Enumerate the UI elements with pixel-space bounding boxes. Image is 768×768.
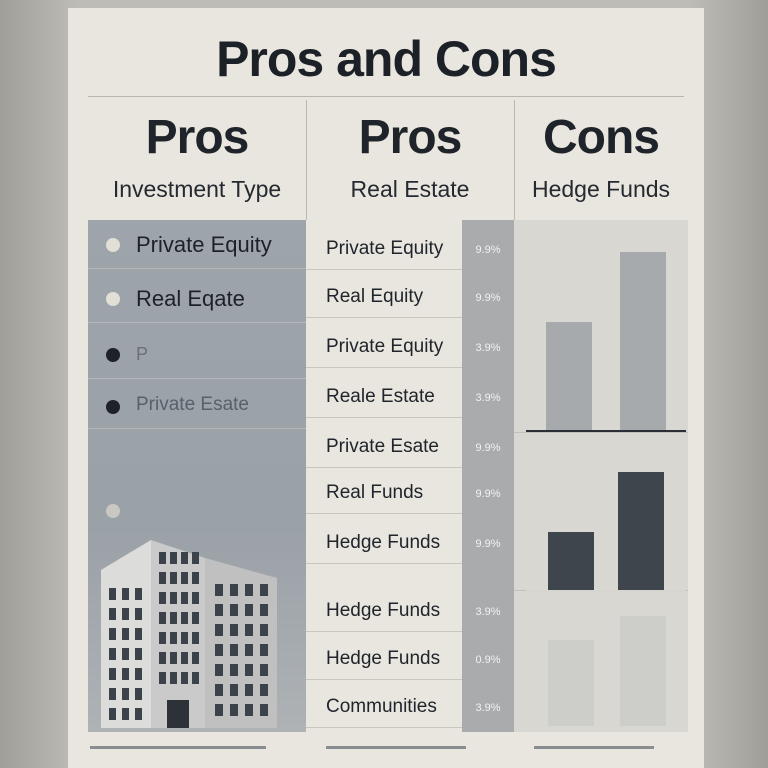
table-row [306, 318, 462, 368]
row-label: Private Equity [326, 336, 444, 357]
footer-rule [534, 746, 654, 749]
page-title: Pros and Cons [216, 31, 557, 87]
row-label: Communities [326, 696, 437, 717]
list-item-label: Real Eqate [136, 286, 245, 311]
footer-rule [90, 746, 266, 749]
column-subheading: Real Estate [350, 176, 470, 202]
list-item-label: Private Esate [136, 394, 249, 415]
table-row [306, 630, 462, 680]
row-label: Hedge Funds [326, 532, 441, 553]
percentage-value: 9.9% [475, 292, 501, 304]
column-subheading: Hedge Funds [531, 176, 671, 202]
percentage-column [462, 220, 514, 732]
column-header-real-estate: Pros Real Estate [306, 108, 514, 203]
table-row [306, 678, 462, 728]
table-row [306, 268, 462, 318]
row-label: Hedge Funds [326, 600, 441, 621]
column-divider [306, 100, 307, 220]
percentage-value: 3.9% [475, 606, 501, 618]
row-label: Hedge Funds [326, 648, 441, 669]
table-row [306, 582, 462, 632]
chart-baseline [526, 590, 686, 592]
column-divider [514, 100, 515, 220]
bullet-dot [106, 238, 120, 252]
chart-bar [548, 640, 594, 726]
percentage-value: 9.9% [475, 244, 501, 256]
percentage-value: 0.9% [475, 654, 501, 666]
row-label: Private Equity [326, 238, 444, 259]
chart-bar [618, 472, 664, 590]
list-item: Real Eqate [88, 274, 306, 323]
column-heading: Pros [145, 111, 250, 164]
chart-baseline [526, 430, 686, 432]
percentage-value: 9.9% [475, 442, 501, 454]
bullet-dot [106, 348, 120, 362]
column-header-hedge-funds: Cons Hedge Funds [514, 108, 688, 203]
percentage-value: 3.9% [475, 702, 501, 714]
list-item-label: Private Equity [136, 232, 272, 257]
title-divider [88, 96, 684, 97]
bullet-dot [106, 400, 120, 414]
list-item: Private Esate [88, 380, 306, 429]
percentage-value: 3.9% [475, 392, 501, 404]
row-label: Private Esate [326, 436, 439, 457]
table-row [306, 464, 462, 514]
row-label: Real Funds [326, 482, 424, 503]
infographic-poster: Pros and Cons Pros Investment Type Pros … [68, 8, 704, 768]
row-label: Reale Estate [326, 386, 435, 407]
footer-rule [326, 746, 466, 749]
list-item: P [88, 330, 306, 379]
chart-bar [620, 616, 666, 726]
table-row [306, 514, 462, 564]
column-header-investment-type: Pros Investment Type [88, 108, 306, 203]
column-heading: Pros [358, 111, 463, 164]
table-row [306, 368, 462, 418]
bullet-dot [106, 292, 120, 306]
office-building-illustration [101, 540, 277, 728]
chart-bar [620, 252, 666, 430]
table-row [306, 220, 462, 270]
chart-bar [546, 322, 592, 430]
column-heading: Cons [543, 111, 660, 164]
chart-section [514, 220, 688, 433]
table-row [306, 418, 462, 468]
column-subheading: Investment Type [112, 176, 282, 202]
list-item: Private Equity [88, 220, 306, 269]
list-item [88, 486, 306, 534]
percentage-value: 9.9% [475, 488, 501, 500]
bullet-dot [106, 504, 120, 518]
percentage-value: 3.9% [475, 342, 501, 354]
list-item-label: P [136, 344, 149, 364]
percentage-value: 9.9% [475, 538, 501, 550]
row-label: Real Equity [326, 286, 424, 307]
chart-bar [548, 532, 594, 590]
